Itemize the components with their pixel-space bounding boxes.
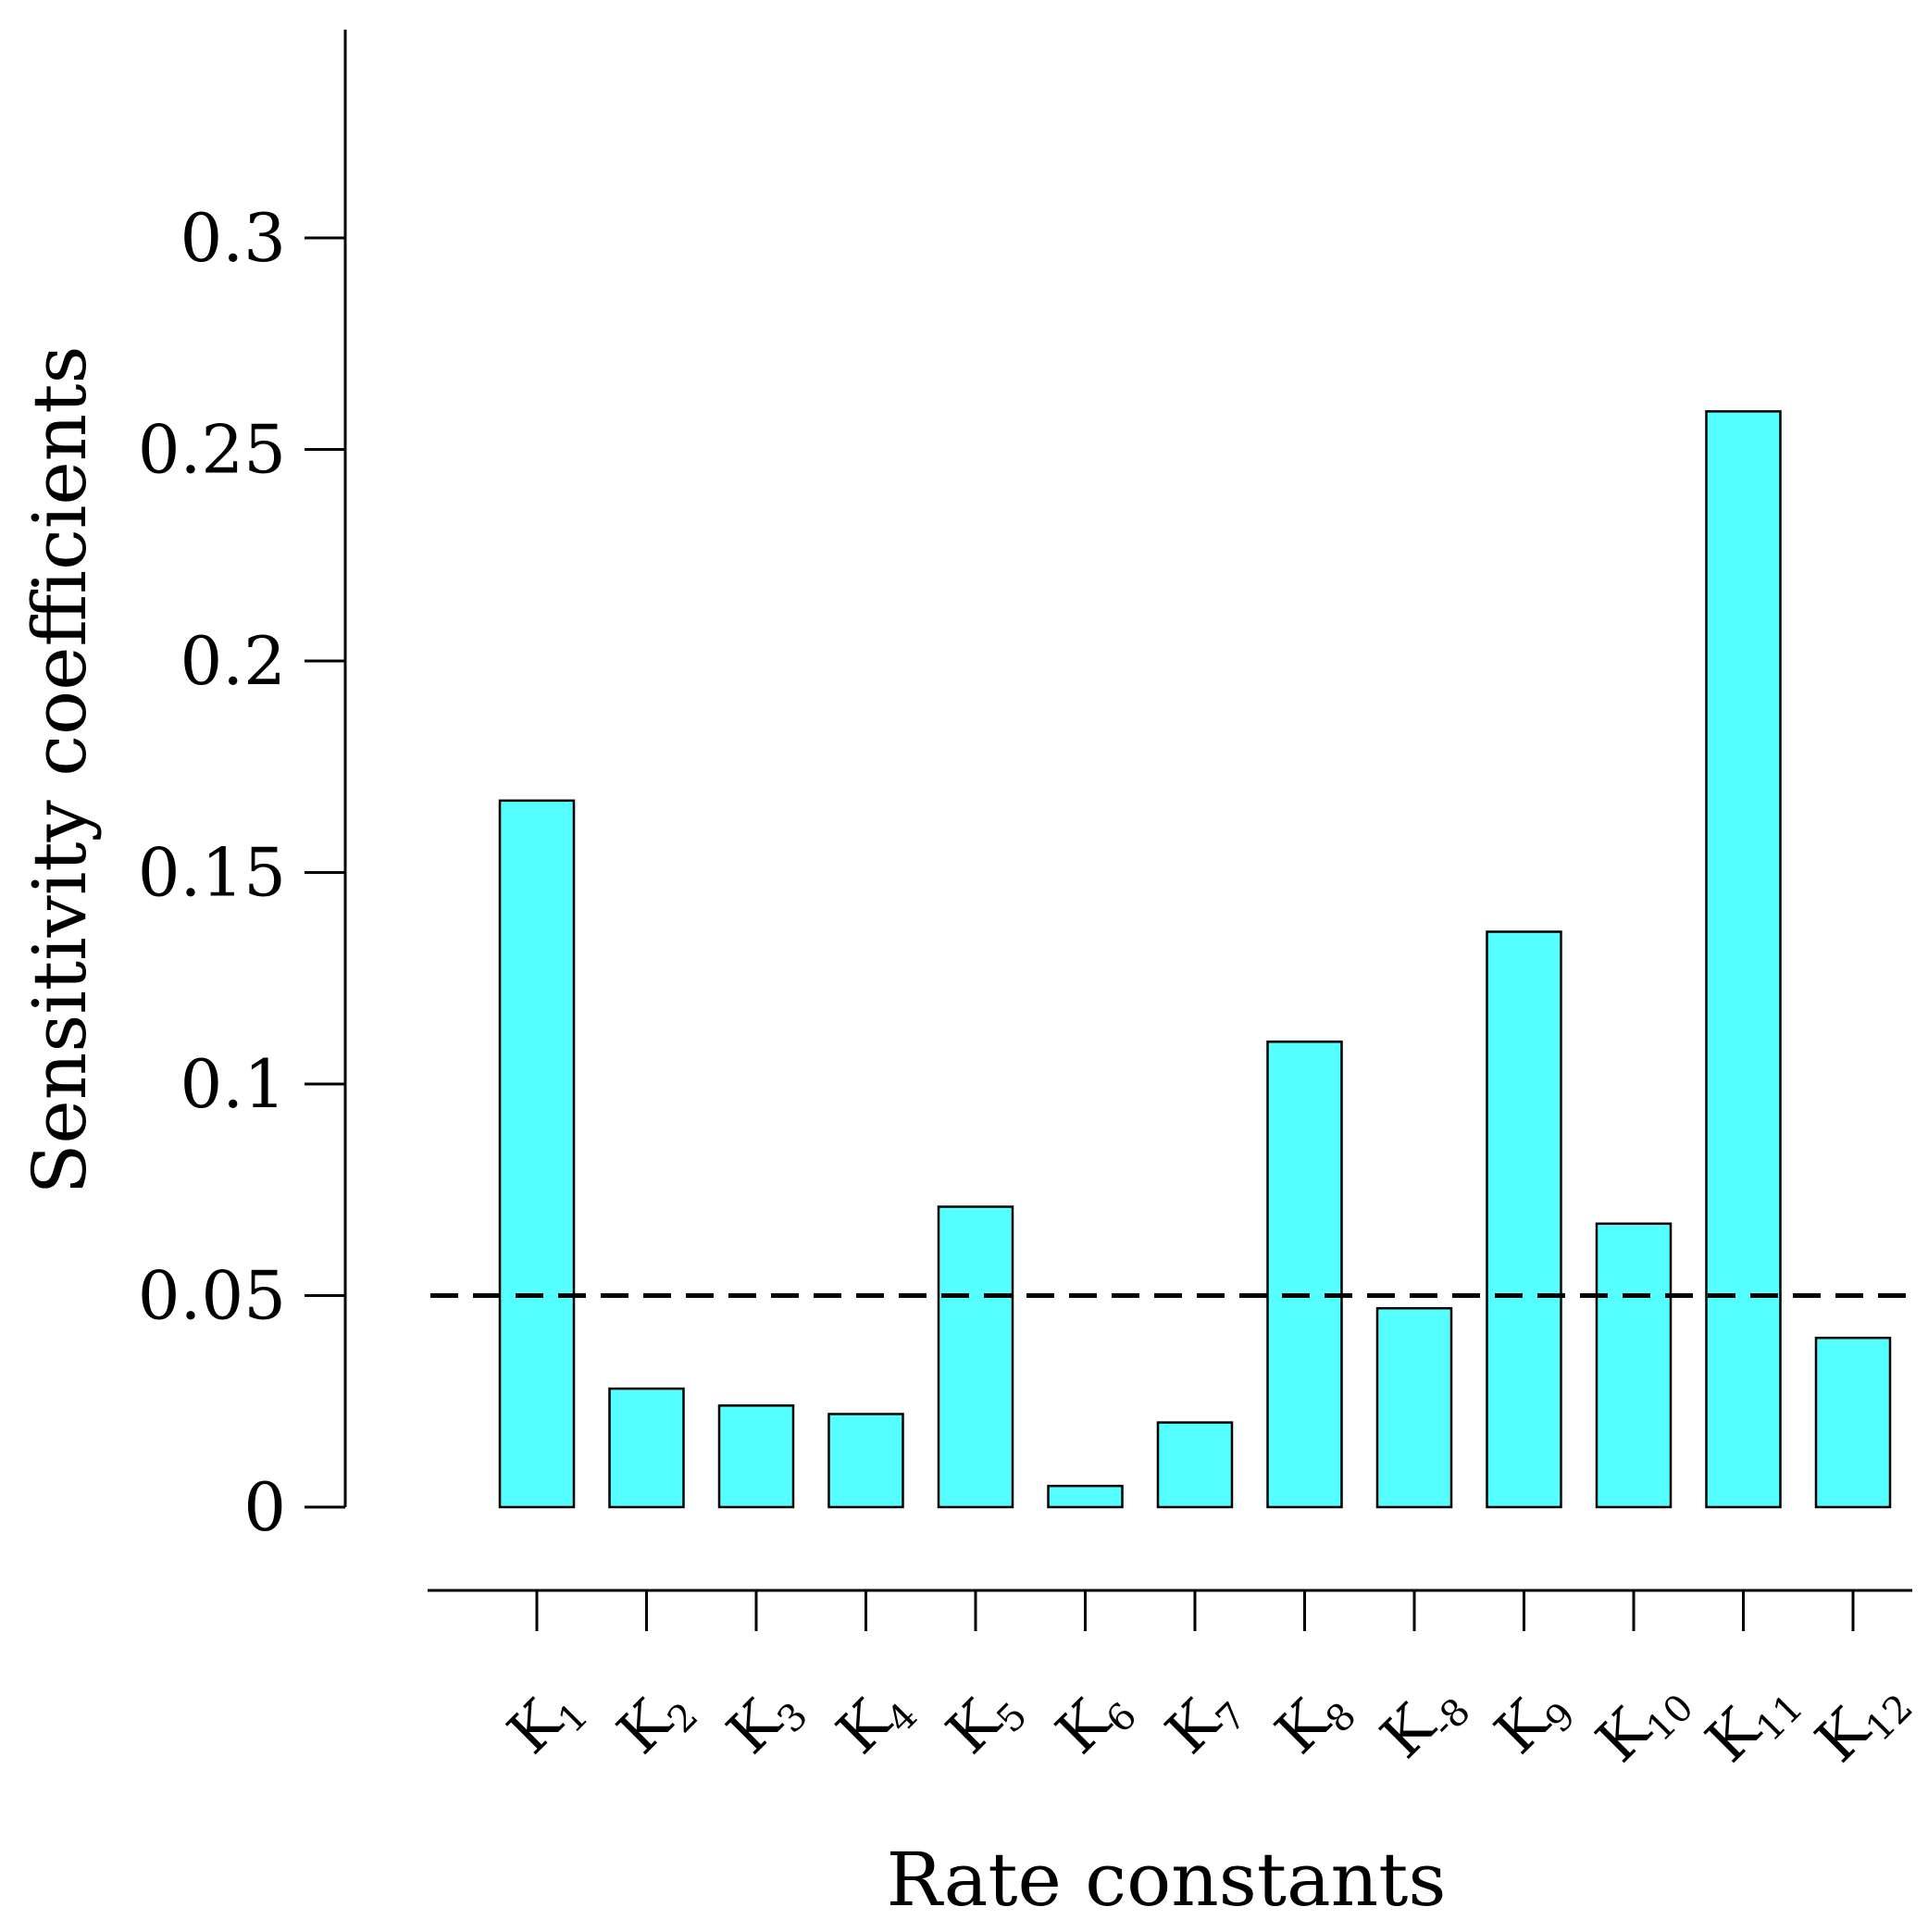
x-tick-label: K12: [1803, 1663, 1922, 1781]
x-tick-label-group: K8: [1263, 1671, 1365, 1773]
x-tick-label-group: K5: [934, 1671, 1036, 1773]
x-tick-label-group: K4: [825, 1671, 927, 1773]
x-tick-label-group: K11: [1694, 1663, 1812, 1781]
bar-k12: [1814, 1336, 1892, 1509]
y-tick-label: 0.3: [180, 199, 286, 277]
bar-k5: [937, 1205, 1014, 1509]
bar-k9: [1486, 930, 1562, 1509]
bar-k8: [1266, 1041, 1343, 1509]
bar-k1: [498, 799, 576, 1509]
x-axis: [428, 1589, 1912, 1631]
bar-k3: [717, 1404, 795, 1509]
bar-k10: [1595, 1222, 1673, 1509]
x-tick-label: K4: [825, 1671, 927, 1773]
x-tick-label-group: K12: [1803, 1663, 1922, 1781]
y-axis: 0 0.05 0.1 0.15 0.2 0.25 0.3: [138, 30, 347, 1546]
y-tick-label: 0.25: [138, 411, 286, 489]
bar-k11: [1705, 410, 1782, 1509]
x-tick-label: K8: [1263, 1671, 1365, 1773]
x-tick-label-group: K7: [1153, 1671, 1255, 1773]
y-tick-label: 0.1: [180, 1045, 286, 1123]
y-tick-label: 0.15: [138, 834, 286, 912]
x-tick-label: K5: [934, 1671, 1036, 1773]
bar-k2: [608, 1387, 685, 1509]
x-tick-label-group: K9: [1483, 1671, 1585, 1773]
x-tick-label-group: K3: [715, 1671, 816, 1773]
x-tick-label-group: K2: [605, 1671, 707, 1773]
x-axis-title: Rate constants: [887, 1837, 1447, 1923]
x-tick-label-group: K-8: [1368, 1666, 1478, 1776]
bar-k6: [1047, 1484, 1124, 1509]
bar-k-8: [1375, 1306, 1453, 1509]
x-tick-label: K10: [1584, 1663, 1702, 1781]
x-tick-label: K-8: [1368, 1666, 1478, 1776]
x-tick-label: K9: [1483, 1671, 1585, 1773]
y-tick-label: 0: [243, 1468, 286, 1546]
x-tick-label: K1: [495, 1671, 597, 1773]
x-tick-label: K7: [1153, 1671, 1255, 1773]
bar-k4: [827, 1413, 904, 1509]
x-tick-label: K2: [605, 1671, 707, 1773]
x-tick-label: K6: [1044, 1671, 1146, 1773]
x-tick-label-group: K1: [495, 1671, 597, 1773]
x-tick-label: K11: [1694, 1663, 1812, 1781]
bar-k7: [1156, 1421, 1234, 1509]
y-tick-label: 0.2: [180, 622, 286, 700]
bars: [498, 410, 1892, 1509]
y-axis-title: Sensitivity coefficients: [17, 346, 103, 1195]
y-tick-label: 0.05: [138, 1257, 286, 1335]
x-tick-label-group: K10: [1584, 1663, 1702, 1781]
x-tick-label-group: K6: [1044, 1671, 1146, 1773]
x-tick-label: K3: [715, 1671, 816, 1773]
